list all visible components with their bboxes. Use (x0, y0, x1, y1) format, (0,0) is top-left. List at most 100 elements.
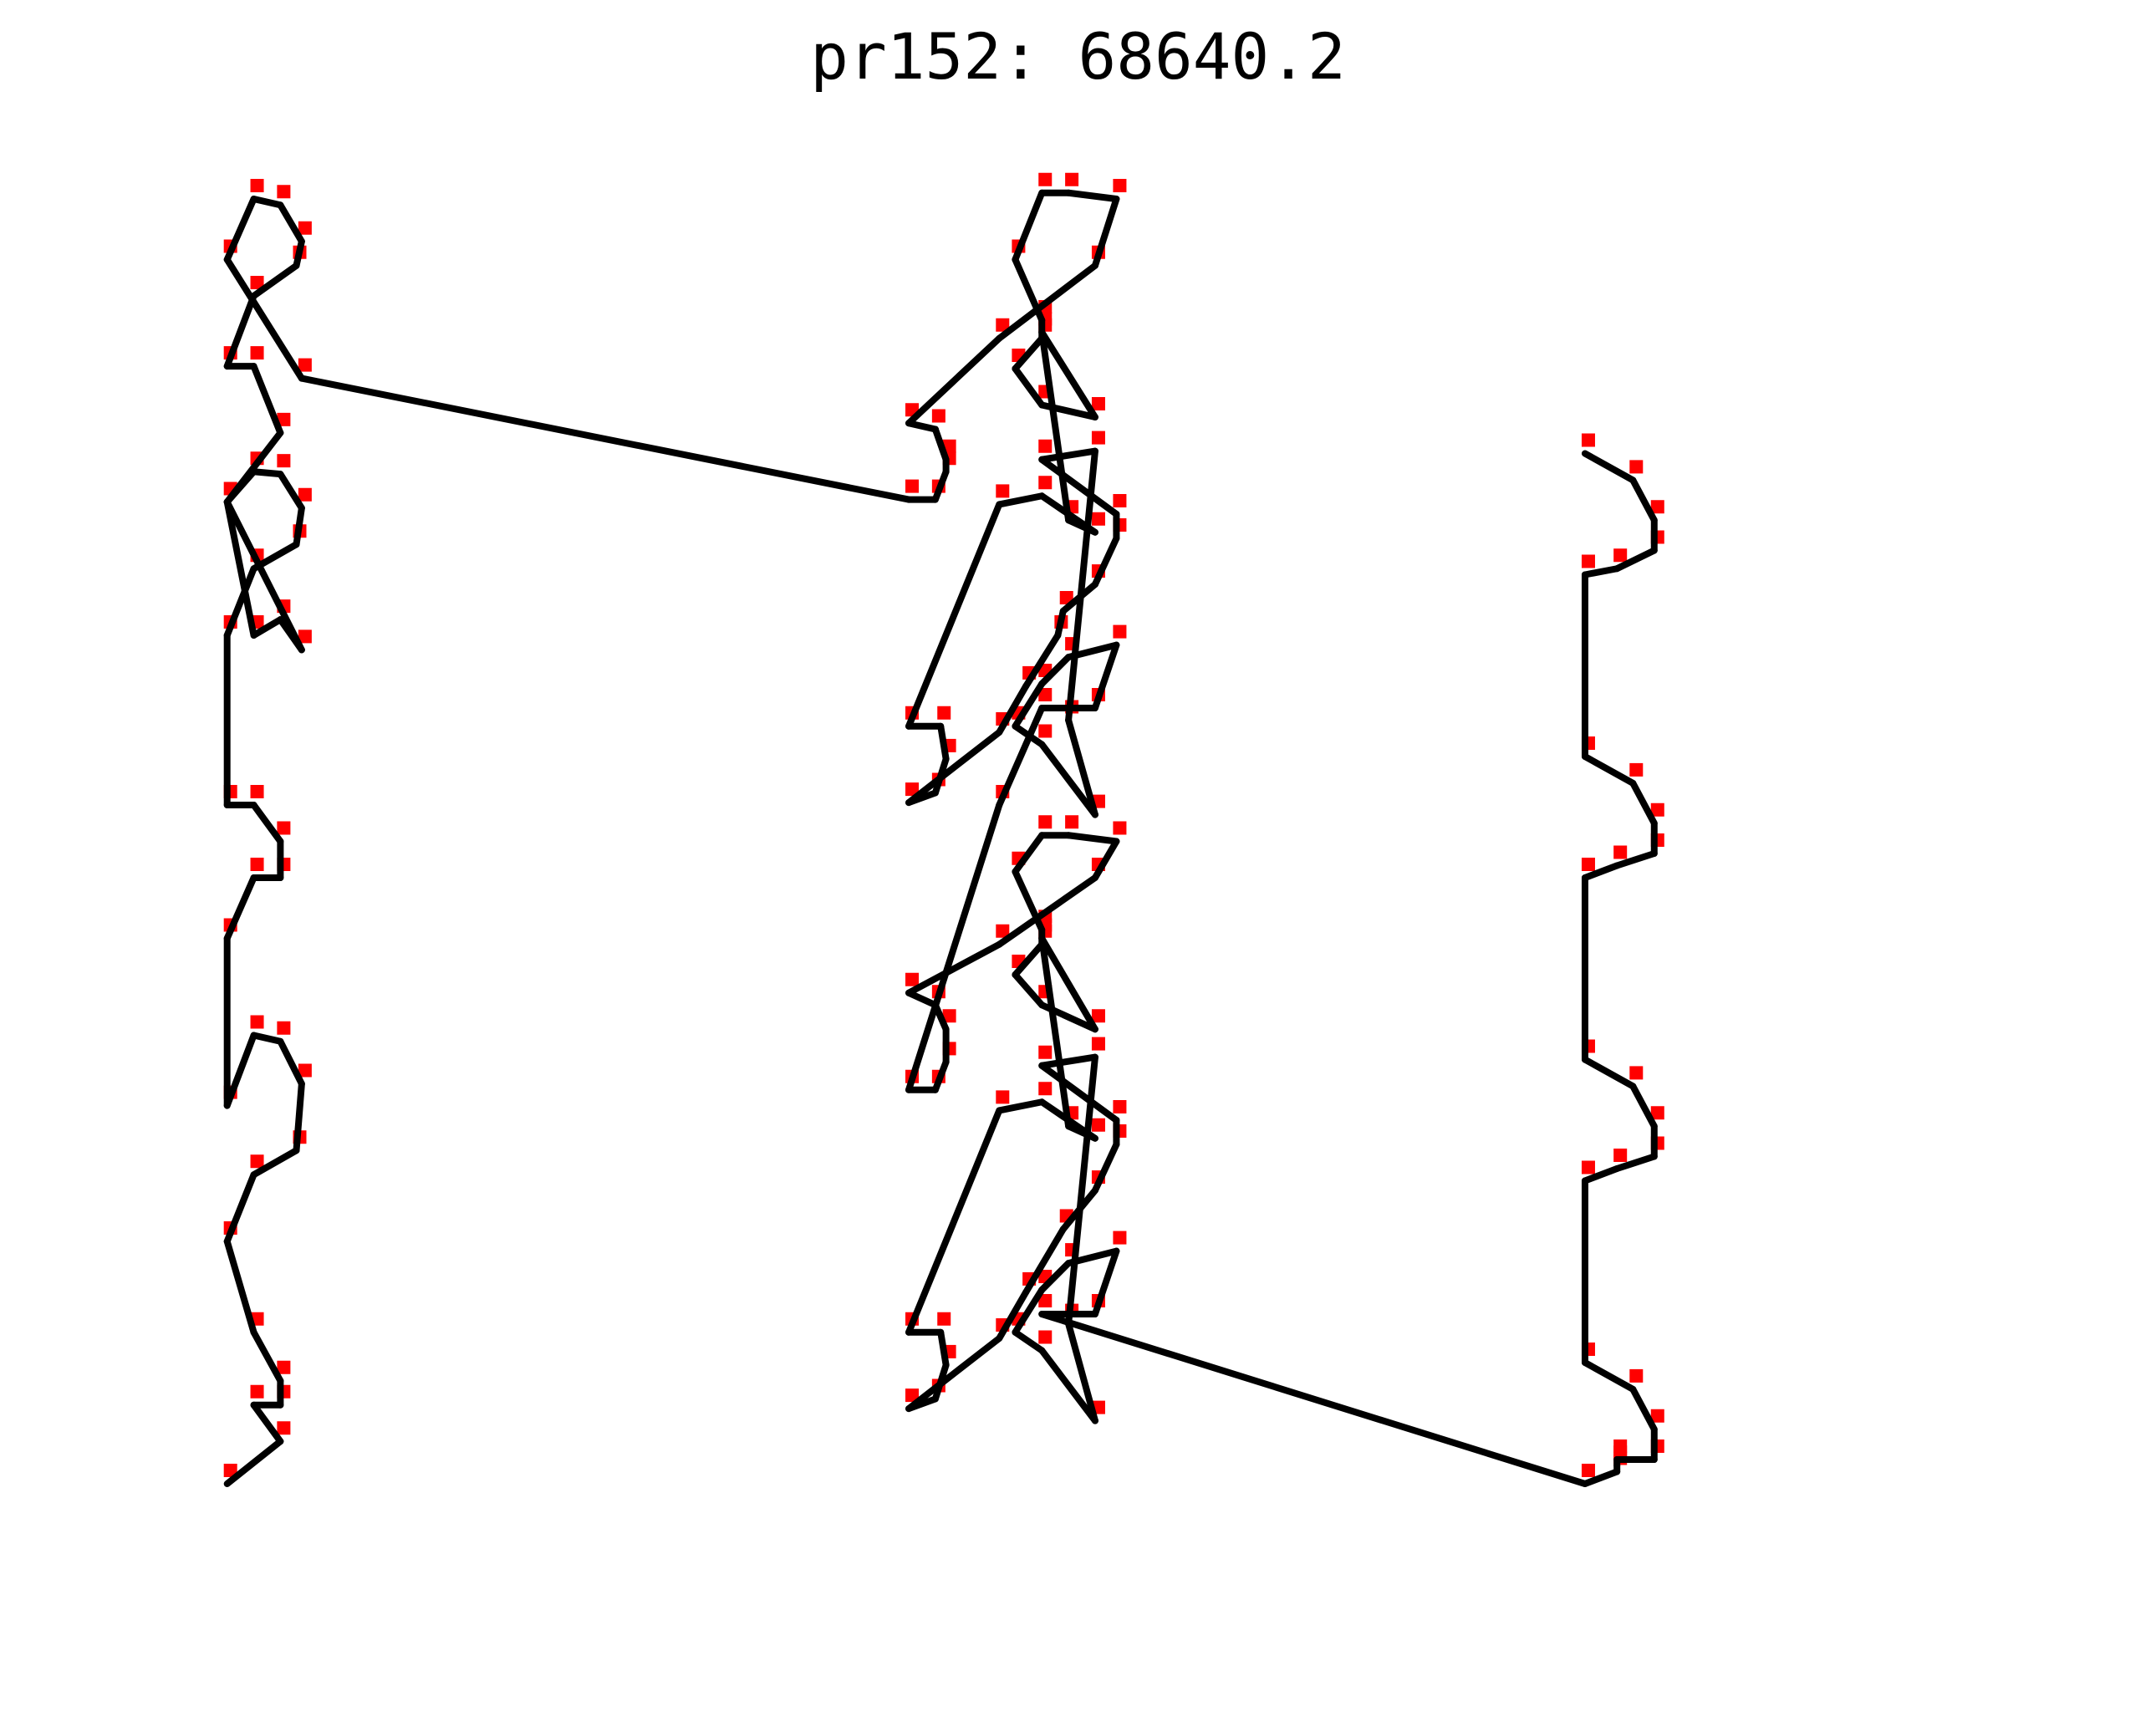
city-point (1038, 1294, 1053, 1307)
city-point (250, 179, 264, 192)
city-point (298, 487, 312, 502)
tour-segment (1581, 1165, 1621, 1185)
tour-segment (1038, 1260, 1073, 1293)
city-point (250, 785, 264, 798)
city-point (905, 972, 920, 986)
tour-segment (277, 201, 305, 245)
tour-segment (1091, 641, 1120, 711)
city-point (1038, 815, 1053, 829)
city-point (1038, 724, 1053, 738)
tour-segment (1581, 862, 1621, 881)
tour-segment (1613, 1153, 1658, 1172)
tour-segment (223, 1238, 257, 1336)
tour-segment (1022, 1225, 1067, 1296)
city-point (1629, 1368, 1644, 1383)
tour-segment (905, 420, 939, 433)
tour-segment (1581, 1056, 1637, 1090)
city-point (1629, 762, 1644, 777)
city-point (1629, 1066, 1644, 1080)
tour-route (223, 189, 1658, 1487)
tour-segment (1038, 1062, 1120, 1124)
tour-segment (223, 874, 257, 942)
city-point (1038, 476, 1053, 490)
tour-segment (1629, 779, 1658, 827)
city-point (250, 1154, 264, 1169)
city-point (277, 1021, 291, 1035)
tour-segment (223, 1171, 257, 1245)
tour-segment (1012, 868, 1046, 934)
city-point (996, 924, 1010, 938)
city-point (1038, 439, 1053, 453)
tour-segment (931, 1058, 950, 1093)
tour-segment (1038, 935, 1098, 1033)
tour-segment (1581, 1359, 1637, 1393)
tour-segment (1012, 971, 1046, 1009)
tour-segment (1012, 189, 1046, 263)
tour-segment (905, 989, 939, 1009)
tour-segment (1629, 476, 1658, 524)
tour-segment (1065, 1053, 1098, 1327)
tour-segment (1038, 456, 1120, 517)
city-point (250, 1384, 264, 1399)
city-point (1038, 1082, 1053, 1096)
tour-segment (931, 1001, 950, 1033)
tour-segment (937, 1328, 950, 1368)
tour-segment (996, 705, 1046, 808)
chart-title: pr152: 68640.2 (810, 19, 1346, 94)
tour-segment (250, 262, 300, 299)
tour-segment (1065, 189, 1120, 202)
tour-segment (1065, 716, 1098, 818)
city-point (905, 1388, 920, 1403)
city-point (298, 221, 312, 235)
city-point (996, 1090, 1010, 1104)
city-point (1038, 172, 1053, 186)
tour-segment (1629, 1083, 1658, 1130)
city-point (1113, 1100, 1127, 1113)
tour-segment (996, 1098, 1046, 1114)
city-point (1113, 624, 1127, 639)
city-point (277, 454, 291, 468)
tour-segment (1038, 1311, 1588, 1487)
city-point (1113, 1230, 1127, 1245)
city-point (1113, 179, 1127, 192)
tour-segment (250, 1328, 284, 1384)
tour-segment (1581, 1468, 1621, 1487)
tour-segment (223, 1032, 257, 1109)
tour-segment (1065, 1247, 1120, 1267)
tour-segment (250, 616, 284, 639)
city-point (1650, 1106, 1664, 1120)
tour-segment (931, 468, 950, 503)
city-point (277, 1421, 291, 1435)
tour-segment (996, 874, 1098, 948)
tour-segment (1012, 334, 1046, 372)
tour-segment (1012, 680, 1046, 730)
city-point (1091, 512, 1105, 526)
city-point (277, 821, 291, 835)
tour-segment (223, 196, 257, 263)
tour-segment (277, 1037, 305, 1088)
tour-segment (1581, 565, 1621, 578)
city-point (942, 1009, 956, 1023)
city-point (277, 1360, 291, 1374)
city-point (250, 346, 264, 360)
tour-segment (293, 237, 305, 269)
tour-segment (1038, 654, 1073, 687)
tour-segment (1022, 632, 1062, 690)
tour-segment (250, 802, 284, 845)
city-point (277, 185, 291, 199)
tour-segment (1581, 753, 1637, 787)
tour-segment (277, 616, 305, 654)
tour-segment (293, 1080, 305, 1154)
tour-segment (905, 501, 1003, 730)
city-point (996, 318, 1010, 332)
tour-segment (1012, 1328, 1046, 1354)
city-point (1091, 431, 1105, 445)
city-point (996, 484, 1010, 498)
tour-segment (1091, 535, 1120, 588)
tour-segment (223, 1438, 284, 1487)
city-point (298, 358, 312, 372)
tour-segment (1038, 741, 1098, 818)
city-point (250, 1015, 264, 1029)
city-point (298, 629, 312, 644)
